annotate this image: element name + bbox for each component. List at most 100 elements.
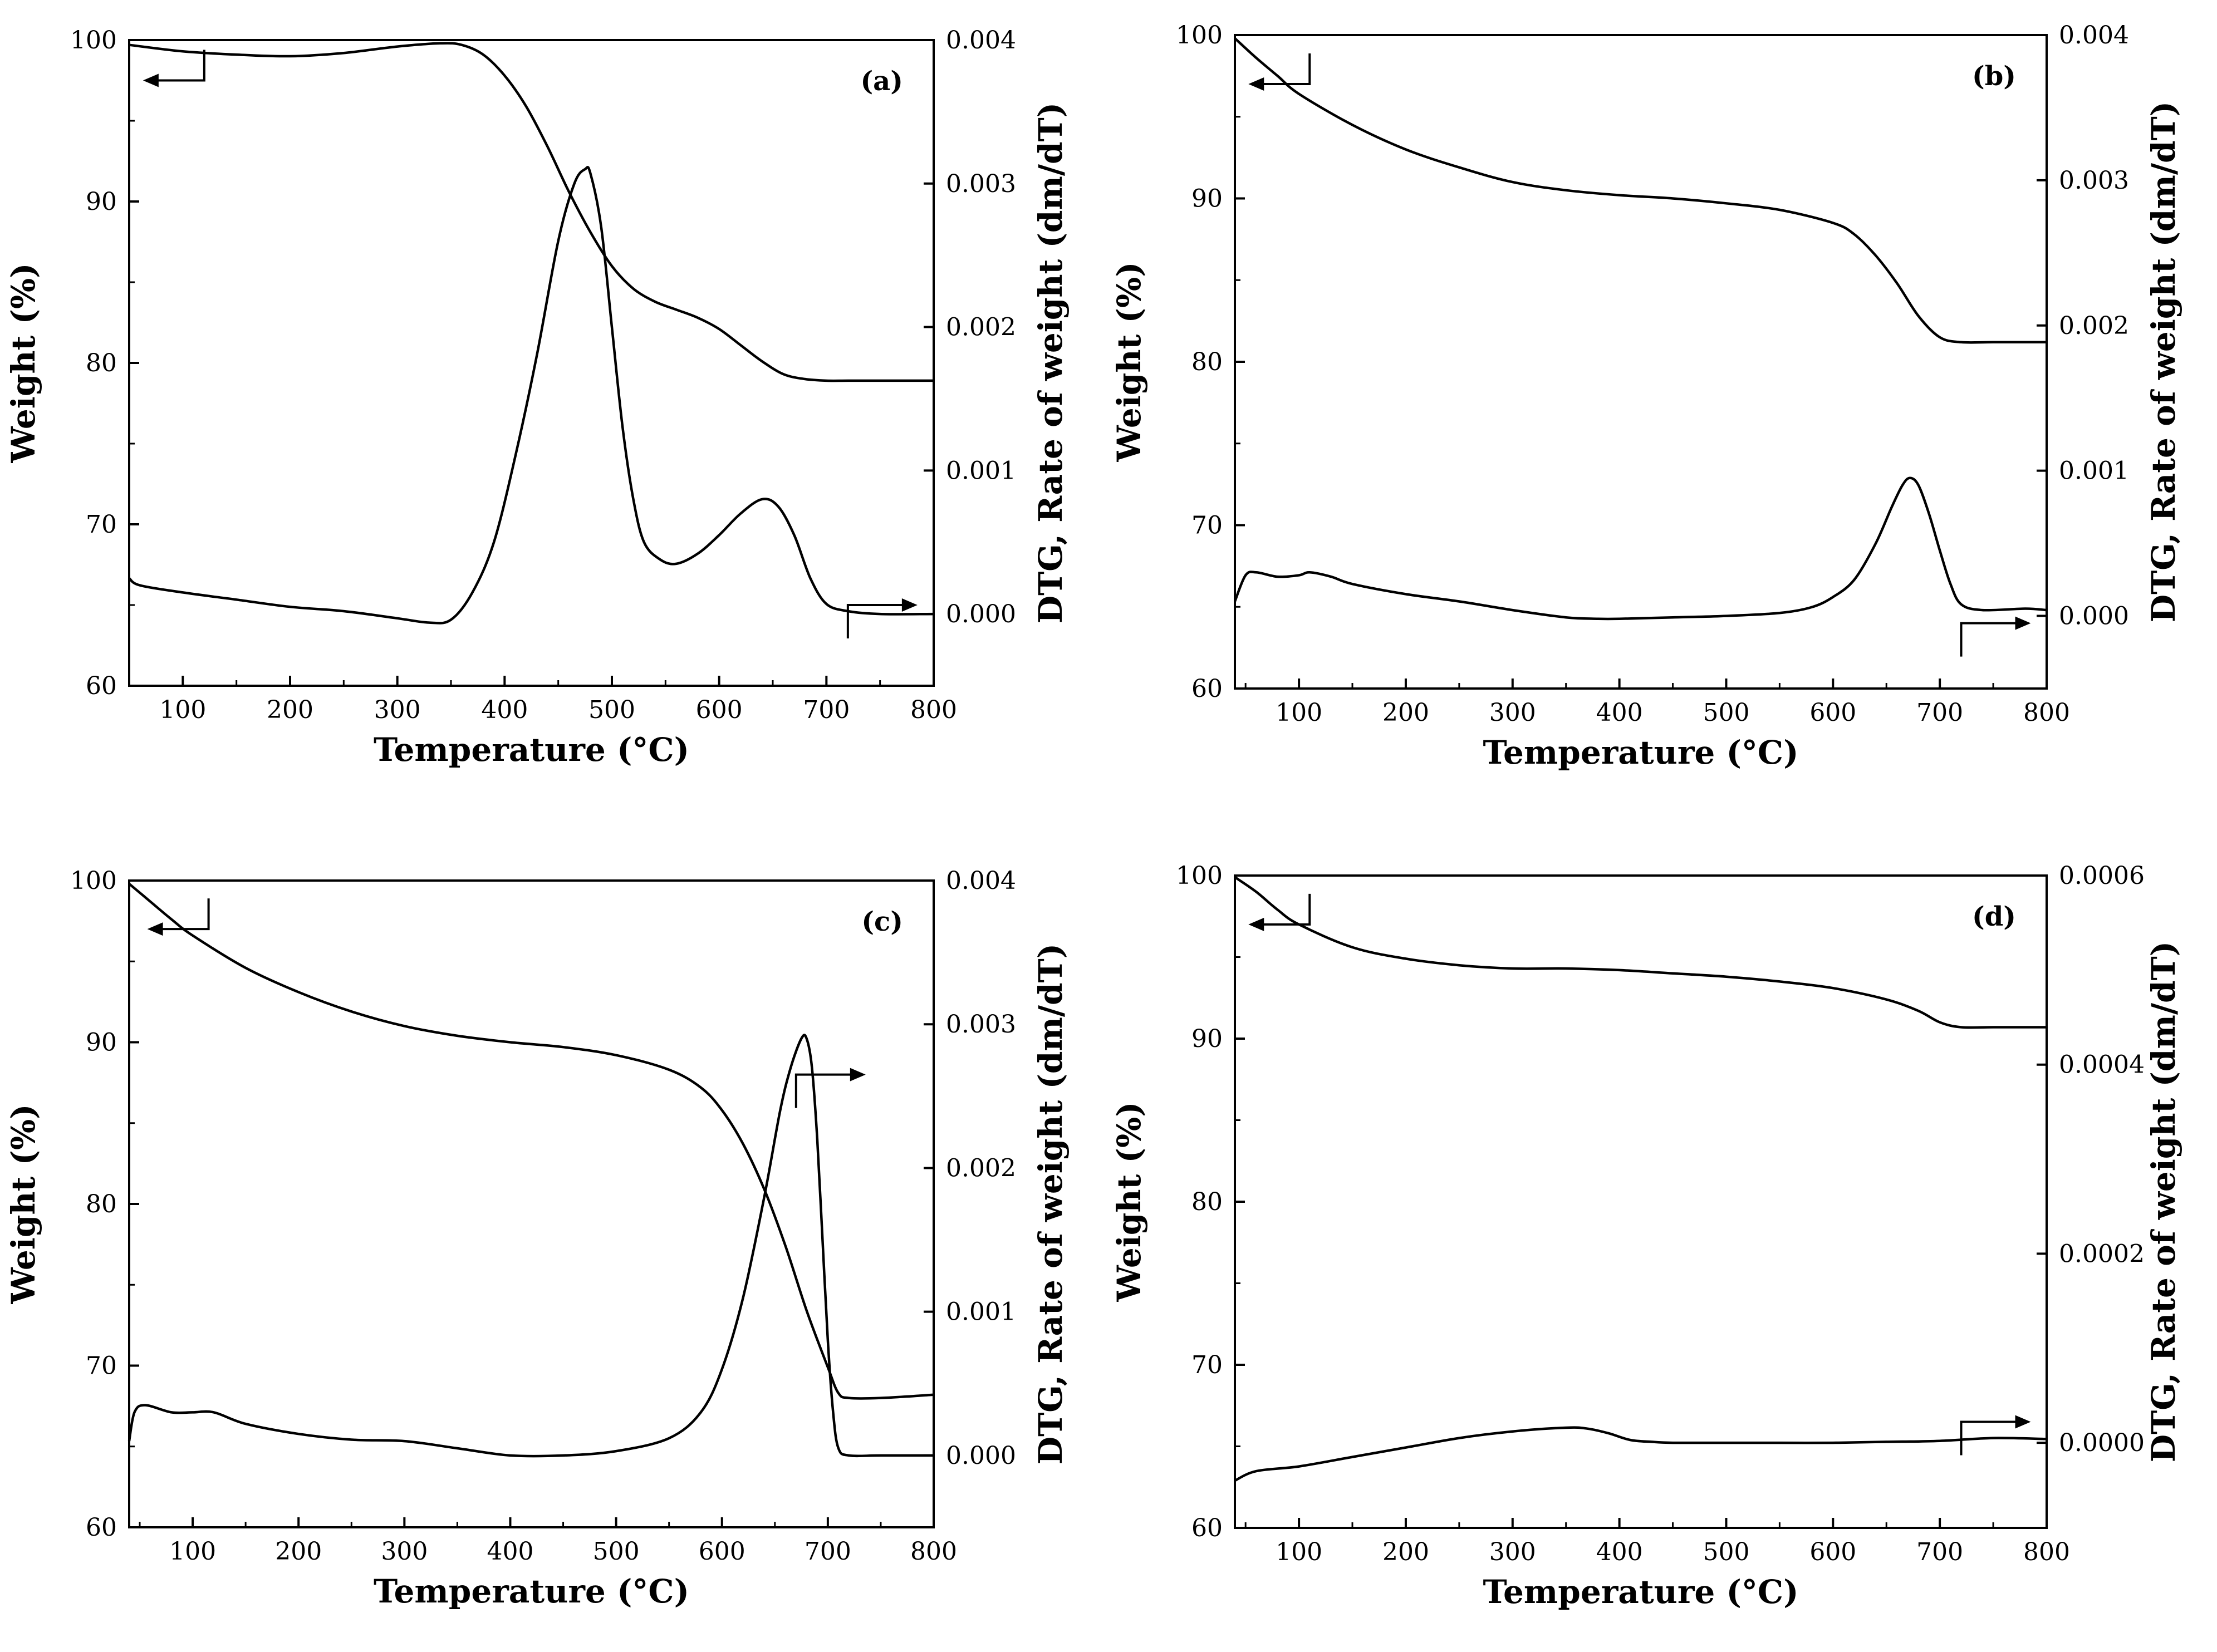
right-arrowhead — [2015, 616, 2031, 630]
chart-panel-d: 100 200 300 400 500 600 700 800 60 70 80 90 100 0.000… — [1110, 862, 2182, 1611]
left-axis-arrow — [151, 50, 205, 82]
y-tick-label: 90 — [86, 188, 117, 216]
y2-tick-label: 0.0004 — [2059, 1051, 2145, 1079]
x-tick-label: 100 — [1276, 699, 1322, 727]
left-arrowhead — [143, 73, 159, 87]
y-tick-label: 60 — [86, 1513, 117, 1542]
y2-axis-title: DTG, Rate of weight (dm/dT) — [1032, 943, 1070, 1464]
x-tick-label: 800 — [910, 696, 957, 724]
y-tick-label: 60 — [86, 672, 117, 700]
y-axis-title: Weight (%) — [4, 263, 42, 463]
y-tick-label: 90 — [1191, 1025, 1223, 1053]
x-tick-label: 700 — [805, 1537, 851, 1566]
x-tick-label: 500 — [593, 1537, 640, 1566]
x-axis-title: Temperature (°C) — [374, 1572, 689, 1610]
y2-axis-title: DTG, Rate of weight (dm/dT) — [2145, 941, 2182, 1462]
y2-tick-label: 0.000 — [2059, 602, 2129, 631]
right-arrowhead — [901, 598, 918, 612]
x-tick-label: 700 — [1916, 699, 1963, 727]
dtg-curve — [128, 166, 934, 625]
y-axis-title: Weight (%) — [4, 1104, 42, 1304]
y-axis-title: Weight (%) — [1110, 1102, 1148, 1302]
x-tick-label: 600 — [696, 696, 743, 724]
y-tick-label: 80 — [86, 349, 117, 377]
x-tick-label: 100 — [159, 696, 206, 724]
y2-tick-label: 0.001 — [946, 1298, 1016, 1326]
dtg-curve — [1234, 1426, 2047, 1482]
left-axis-arrow — [1257, 53, 1311, 86]
panel-label: (b) — [1972, 61, 2016, 92]
x-tick-label: 800 — [910, 1537, 957, 1566]
right-arrowhead — [850, 1068, 866, 1081]
y-tick-label: 60 — [1191, 1514, 1223, 1542]
panel-label: (a) — [860, 66, 903, 97]
y2-tick-label: 0.004 — [946, 867, 1016, 895]
right-arrowhead — [2015, 1415, 2031, 1429]
y-axis-title: Weight (%) — [1110, 262, 1148, 462]
y2-tick-label: 0.0000 — [2059, 1429, 2145, 1457]
x-tick-label: 300 — [381, 1537, 428, 1566]
x-tick-label: 800 — [2023, 699, 2070, 727]
y2-tick-label: 0.001 — [946, 456, 1016, 485]
x-axis-title: Temperature (°C) — [1483, 1573, 1798, 1611]
y2-tick-label: 0.004 — [946, 26, 1016, 55]
y-tick-label: 80 — [1191, 348, 1223, 376]
x-tick-label: 700 — [1916, 1538, 1963, 1566]
plot-frame — [1234, 874, 2048, 1529]
plot-frame — [128, 879, 935, 1528]
weight-curve — [1234, 37, 2047, 344]
y2-axis-title: DTG, Rate of weight (dm/dT) — [1032, 102, 1070, 623]
y2-axis-title: DTG, Rate of weight (dm/dT) — [2145, 101, 2182, 622]
x-tick-label: 600 — [1809, 699, 1856, 727]
x-tick-label: 400 — [1596, 699, 1643, 727]
plot-frame — [128, 39, 935, 687]
y2-tick-label: 0.0002 — [2059, 1240, 2145, 1268]
y2-tick-label: 0.003 — [946, 1010, 1016, 1039]
x-axis-title: Temperature (°C) — [1483, 734, 1798, 771]
y-tick-label: 80 — [1191, 1188, 1223, 1216]
y-tick-label: 100 — [70, 26, 117, 55]
x-tick-label: 500 — [1703, 1538, 1749, 1566]
panel-label: (c) — [861, 906, 903, 937]
y2-tick-label: 0.002 — [2059, 312, 2129, 340]
y2-tick-label: 0.003 — [946, 170, 1016, 198]
left-axis-arrow — [1257, 893, 1311, 926]
x-tick-label: 800 — [2023, 1538, 2070, 1566]
y-tick-label: 70 — [1191, 512, 1223, 540]
right-axis-arrow — [1960, 622, 2023, 657]
left-arrowhead — [147, 922, 163, 936]
x-tick-label: 200 — [1382, 1538, 1429, 1566]
x-tick-label: 100 — [1276, 1538, 1322, 1566]
x-tick-label: 300 — [1489, 1538, 1536, 1566]
x-tick-label: 200 — [267, 696, 313, 724]
x-tick-label: 200 — [1382, 699, 1429, 727]
x-tick-label: 400 — [1596, 1538, 1643, 1566]
chart-panel-b: 100 200 300 400 500 600 700 800 60 70 80 90 100 0.000… — [1110, 21, 2182, 771]
left-axis-arrow — [155, 898, 210, 931]
x-tick-label: 100 — [169, 1537, 216, 1566]
y-tick-label: 90 — [1191, 185, 1223, 213]
x-tick-label: 400 — [487, 1537, 533, 1566]
left-arrowhead — [1248, 77, 1264, 91]
y2-tick-label: 0.002 — [946, 1154, 1016, 1182]
weight-curve — [129, 42, 934, 382]
y-tick-label: 80 — [86, 1190, 117, 1218]
y2-tick-label: 0.002 — [946, 313, 1016, 342]
y-tick-label: 60 — [1191, 675, 1223, 703]
x-axis-title: Temperature (°C) — [374, 731, 689, 769]
right-axis-arrow — [1960, 1420, 2023, 1456]
dtg-curve — [127, 1034, 934, 1458]
weight-curve — [128, 883, 934, 1400]
y-tick-label: 100 — [1176, 862, 1223, 890]
right-axis-arrow — [794, 1073, 857, 1108]
y2-tick-label: 0.003 — [2059, 166, 2129, 195]
chart-panel-a: 100 200 300 400 500 600 700 800 60 70 80 90 100 0.000… — [4, 26, 1070, 769]
weight-curve — [1234, 876, 2047, 1029]
x-tick-label: 200 — [275, 1537, 322, 1566]
y-tick-label: 90 — [86, 1029, 117, 1057]
y-tick-label: 70 — [86, 1352, 117, 1380]
x-tick-label: 300 — [374, 696, 421, 724]
x-tick-label: 700 — [803, 696, 850, 724]
y-tick-label: 100 — [1176, 21, 1223, 50]
dtg-curve — [1233, 476, 2047, 621]
